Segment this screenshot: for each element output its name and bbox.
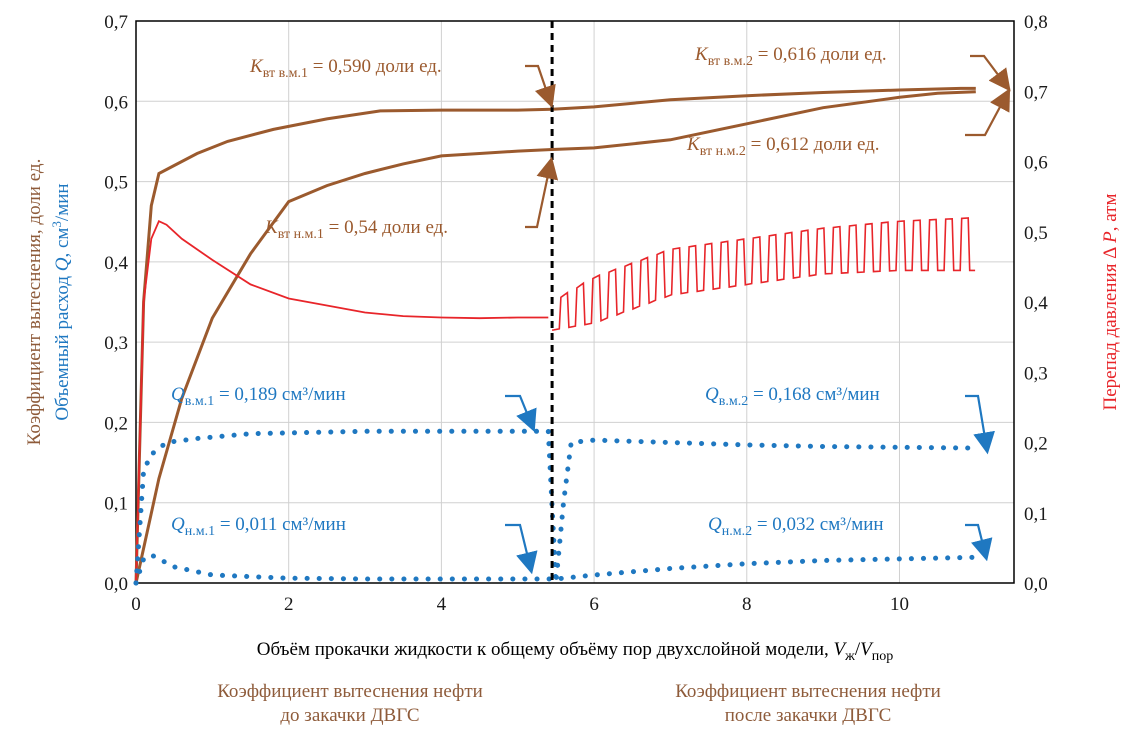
footer-left-line2: до закачки ДВГС: [280, 705, 420, 726]
y-right-tick-label: 0,5: [1024, 223, 1048, 244]
arrow-k-nm2: [965, 88, 1011, 137]
annotation-q_vm2: Qв.м.2 = 0,168 см³/мин: [705, 384, 880, 409]
plot-frame: [135, 20, 1015, 584]
annotation-q_vm1: Qв.м.1 = 0,189 см³/мин: [171, 384, 346, 409]
arrow-k-vm1: [525, 64, 556, 109]
y-right-label: Перепад давления Δ P, атм: [1100, 194, 1121, 411]
annotation-k_nm1: Kвт н.м.1 = 0,54 доли ед.: [264, 217, 448, 242]
y-left-tick-label: 0,3: [104, 333, 128, 354]
footer-right: Коэффициент вытеснения нефти после закач…: [588, 680, 1028, 728]
series-dp-before: [135, 219, 549, 584]
x-tick-label: 10: [890, 594, 909, 615]
y-left-tick-label: 0,1: [104, 494, 128, 515]
y-right-tick-label: 0,2: [1024, 434, 1048, 455]
y-left-label-brown: Коэффициент вытеснения, доли ед.: [24, 159, 45, 446]
x-tick-label: 0: [131, 594, 141, 615]
y-right-tick-label: 0,1: [1024, 504, 1048, 525]
series-dp-after: [552, 217, 976, 331]
y-right-tick-label: 0,6: [1024, 153, 1048, 174]
y-right-tick-label: 0,4: [1024, 293, 1048, 314]
x-tick-label: 6: [589, 594, 599, 615]
footer-right-line1: Коэффициент вытеснения нефти: [675, 681, 941, 702]
series-q-vm: [133, 428, 979, 586]
y-left-label-blue: Объемный расход Q, см3/мин: [49, 183, 73, 420]
x-tick-label: 2: [284, 594, 294, 615]
series-k-vm: [134, 86, 976, 584]
arrow-q-vm1: [505, 394, 537, 433]
annotation-q_nm1: Qн.м.1 = 0,011 см³/мин: [171, 514, 346, 539]
y-left-tick-label: 0,5: [104, 173, 128, 194]
y-left-tick-label: 0,6: [104, 92, 128, 113]
y-left-tick-label: 0,0: [104, 574, 128, 595]
annotation-k_vm2: Kвт в.м.2 = 0,616 доли ед.: [694, 44, 887, 69]
y-right-tick-label: 0,7: [1024, 82, 1048, 103]
arrow-q-nm1: [505, 523, 538, 575]
arrow-k-nm1: [525, 156, 559, 229]
footer-left: Коэффициент вытеснения нефти до закачки …: [130, 680, 570, 728]
grid-lines: [136, 21, 1014, 583]
arrow-q-nm2: [965, 523, 993, 562]
annotation-q_nm2: Qн.м.2 = 0,032 см³/мин: [708, 514, 884, 539]
footer-left-line1: Коэффициент вытеснения нефти: [217, 681, 483, 702]
footer-right-line2: после закачки ДВГС: [724, 705, 892, 726]
arrow-k-vm2: [970, 54, 1011, 92]
arrow-q-vm2: [965, 394, 995, 455]
y-right-tick-label: 0,3: [1024, 363, 1048, 384]
x-tick-label: 4: [437, 594, 447, 615]
x-axis-label: Объём прокачки жидкости к общему объёму …: [257, 639, 893, 664]
y-left-tick-label: 0,7: [104, 12, 128, 33]
annotation-k_vm1: Kвт в.м.1 = 0,590 доли ед.: [249, 56, 442, 81]
x-tick-label: 8: [742, 594, 752, 615]
y-left-tick-label: 0,4: [104, 253, 128, 274]
series-k-nm: [134, 90, 976, 584]
y-left-tick-label: 0,2: [104, 413, 128, 434]
y-right-tick-label: 0,8: [1024, 12, 1048, 33]
y-right-tick-label: 0,0: [1024, 574, 1048, 595]
annotation-k_nm2: Kвт н.м.2 = 0,612 доли ед.: [686, 134, 880, 159]
